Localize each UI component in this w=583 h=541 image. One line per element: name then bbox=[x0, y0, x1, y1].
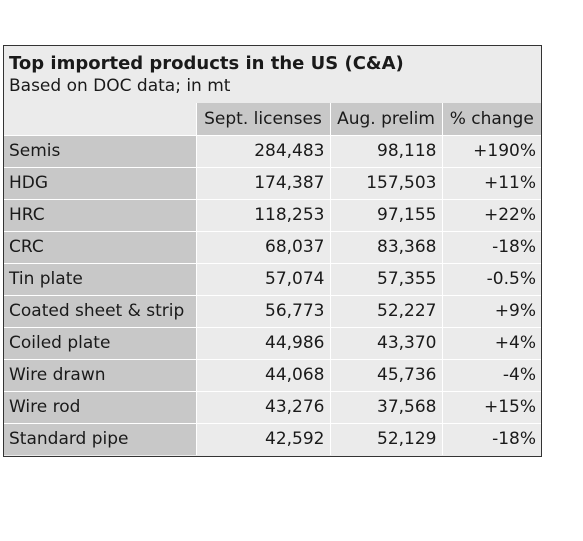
aug-prelim-cell: 43,370 bbox=[330, 327, 443, 360]
product-cell: Coated sheet & strip bbox=[4, 295, 197, 328]
pct-change-cell: +4% bbox=[442, 327, 541, 360]
aug-prelim-cell: 52,129 bbox=[330, 423, 443, 455]
table-caption: Top imported products in the US (C&A) Ba… bbox=[4, 46, 541, 103]
header-aug-prelim: Aug. prelim bbox=[330, 103, 443, 136]
table-row: HRC 118,253 97,155 +22% bbox=[4, 199, 541, 232]
header-sept-licenses: Sept. licenses bbox=[196, 103, 331, 136]
pct-change-cell: +15% bbox=[442, 391, 541, 424]
product-cell: CRC bbox=[4, 231, 197, 264]
aug-prelim-cell: 52,227 bbox=[330, 295, 443, 328]
pct-change-cell: +22% bbox=[442, 199, 541, 232]
product-cell: Standard pipe bbox=[4, 423, 197, 455]
pct-change-cell: -0.5% bbox=[442, 263, 541, 296]
product-cell: Wire rod bbox=[4, 391, 197, 424]
sept-licenses-cell: 68,037 bbox=[196, 231, 331, 264]
product-cell: Coiled plate bbox=[4, 327, 197, 360]
table-row: CRC 68,037 83,368 -18% bbox=[4, 231, 541, 264]
aug-prelim-cell: 37,568 bbox=[330, 391, 443, 424]
product-cell: Semis bbox=[4, 135, 197, 168]
sept-licenses-cell: 44,986 bbox=[196, 327, 331, 360]
imports-table: Sept. licenses Aug. prelim % change Semi… bbox=[4, 103, 541, 455]
aug-prelim-cell: 45,736 bbox=[330, 359, 443, 392]
sept-licenses-cell: 43,276 bbox=[196, 391, 331, 424]
aug-prelim-cell: 83,368 bbox=[330, 231, 443, 264]
pct-change-cell: +190% bbox=[442, 135, 541, 168]
pct-change-cell: +9% bbox=[442, 295, 541, 328]
table-row: Coated sheet & strip 56,773 52,227 +9% bbox=[4, 295, 541, 328]
table-row: Wire rod 43,276 37,568 +15% bbox=[4, 391, 541, 424]
sept-licenses-cell: 44,068 bbox=[196, 359, 331, 392]
pct-change-cell: -18% bbox=[442, 231, 541, 264]
product-cell: Tin plate bbox=[4, 263, 197, 296]
sept-licenses-cell: 42,592 bbox=[196, 423, 331, 455]
pct-change-cell: +11% bbox=[442, 167, 541, 200]
table-row: Standard pipe 42,592 52,129 -18% bbox=[4, 423, 541, 455]
sept-licenses-cell: 174,387 bbox=[196, 167, 331, 200]
table-row: Tin plate 57,074 57,355 -0.5% bbox=[4, 263, 541, 296]
sept-licenses-cell: 56,773 bbox=[196, 295, 331, 328]
table-title: Top imported products in the US (C&A) bbox=[9, 53, 404, 74]
sept-licenses-cell: 284,483 bbox=[196, 135, 331, 168]
header-row: Sept. licenses Aug. prelim % change bbox=[4, 103, 541, 136]
table-row: HDG 174,387 157,503 +11% bbox=[4, 167, 541, 200]
product-cell: HDG bbox=[4, 167, 197, 200]
product-cell: Wire drawn bbox=[4, 359, 197, 392]
aug-prelim-cell: 97,155 bbox=[330, 199, 443, 232]
sept-licenses-cell: 118,253 bbox=[196, 199, 331, 232]
imports-table-card: Top imported products in the US (C&A) Ba… bbox=[3, 45, 542, 457]
table-row: Semis 284,483 98,118 +190% bbox=[4, 135, 541, 168]
table-subtitle: Based on DOC data; in mt bbox=[9, 76, 231, 96]
product-cell: HRC bbox=[4, 199, 197, 232]
pct-change-cell: -18% bbox=[442, 423, 541, 455]
table-row: Coiled plate 44,986 43,370 +4% bbox=[4, 327, 541, 360]
header-pct-change: % change bbox=[442, 103, 541, 136]
pct-change-cell: -4% bbox=[442, 359, 541, 392]
table-row: Wire drawn 44,068 45,736 -4% bbox=[4, 359, 541, 392]
aug-prelim-cell: 157,503 bbox=[330, 167, 443, 200]
header-product bbox=[4, 103, 197, 136]
aug-prelim-cell: 98,118 bbox=[330, 135, 443, 168]
sept-licenses-cell: 57,074 bbox=[196, 263, 331, 296]
aug-prelim-cell: 57,355 bbox=[330, 263, 443, 296]
